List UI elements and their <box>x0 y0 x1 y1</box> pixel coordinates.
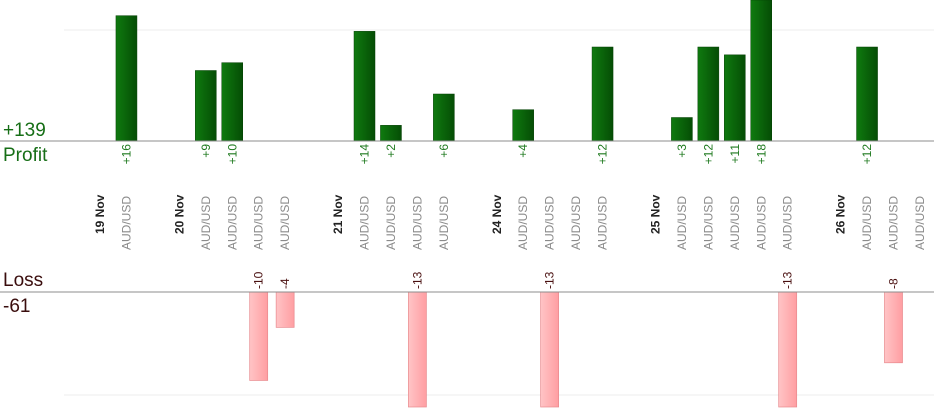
loss-bar <box>275 291 295 328</box>
symbol-label: AUD/USD <box>199 196 213 250</box>
profit-bar <box>433 93 455 142</box>
profit-bar <box>195 70 217 142</box>
profit-bar <box>697 46 720 142</box>
loss-value-label: -13 <box>543 271 557 289</box>
symbol-label: AUD/USD <box>516 196 530 250</box>
loss-value-label: -10 <box>252 271 266 289</box>
date-label: 21 Nov <box>331 194 345 234</box>
symbol-label: AUD/USD <box>887 196 901 250</box>
loss-value-label: -8 <box>887 278 901 289</box>
profit-value-label: +16 <box>119 144 133 165</box>
profit-value-label: +3 <box>675 144 689 158</box>
profit-value-label: +14 <box>358 144 372 165</box>
loss-bar <box>884 291 903 364</box>
profit-label: Profit <box>3 145 48 166</box>
symbol-label: AUD/USD <box>675 196 689 250</box>
profit-value-label: +18 <box>754 144 768 165</box>
profit-value-label: +6 <box>437 144 451 158</box>
profit-bar <box>724 54 746 142</box>
date-label: 24 Nov <box>490 194 504 234</box>
date-label: 26 Nov <box>834 194 848 234</box>
symbol-label: AUD/USD <box>410 196 424 250</box>
profit-bar <box>115 15 138 142</box>
profit-bar <box>353 31 376 142</box>
profit-bar <box>856 46 878 142</box>
symbol-label: AUD/USD <box>569 196 583 250</box>
bars-layer <box>115 0 903 408</box>
symbol-label: AUD/USD <box>225 196 239 250</box>
symbol-label: AUD/USD <box>119 196 133 250</box>
profit-value-label: +12 <box>596 144 610 165</box>
loss-bar <box>540 291 560 408</box>
profit-bar <box>750 0 772 142</box>
profit-bar <box>591 46 614 142</box>
symbol-label: AUD/USD <box>754 196 768 250</box>
symbol-label: AUD/USD <box>781 196 795 250</box>
symbol-label: AUD/USD <box>252 196 266 250</box>
loss-value-label: -4 <box>278 278 292 289</box>
loss-value-label: -13 <box>410 271 424 289</box>
symbol-label: AUD/USD <box>437 196 451 250</box>
loss-value-label: -13 <box>781 271 795 289</box>
profit-bar <box>512 109 534 142</box>
symbol-label: AUD/USD <box>543 196 557 250</box>
date-label: 25 Nov <box>648 194 662 234</box>
loss-label: Loss <box>3 270 44 291</box>
profit-bar <box>221 62 243 142</box>
loss-bar <box>249 291 269 381</box>
profit-value-label: +11 <box>728 144 742 164</box>
symbol-label: AUD/USD <box>596 196 610 250</box>
symbol-label: AUD/USD <box>358 196 372 250</box>
profit-bar <box>380 125 402 142</box>
date-label: 20 Nov <box>172 194 186 234</box>
profit-value-label: +12 <box>701 144 715 165</box>
profit-value-label: +2 <box>384 144 398 158</box>
symbol-label: AUD/USD <box>860 196 874 250</box>
symbol-label: AUD/USD <box>278 196 292 250</box>
loss-total: -61 <box>3 296 31 317</box>
symbol-label: AUD/USD <box>728 196 742 250</box>
profit-value-label: +9 <box>199 144 213 158</box>
profit-value-label: +10 <box>225 144 239 165</box>
profit-value-label: +4 <box>516 144 530 158</box>
loss-bar <box>408 291 427 408</box>
profit-bar <box>671 117 693 142</box>
symbol-label: AUD/USD <box>701 196 715 250</box>
labels-layer: 19 Nov AUD/USD +16 20 Nov AUD/USD +9 AUD/USD +1… <box>93 144 927 289</box>
date-label: 19 Nov <box>93 194 107 234</box>
profit-total: +139 <box>3 120 46 141</box>
profit-value-label: +12 <box>860 144 874 165</box>
symbol-label: AUD/USD <box>913 196 927 250</box>
loss-bar <box>778 291 798 408</box>
symbol-label: AUD/USD <box>384 196 398 250</box>
